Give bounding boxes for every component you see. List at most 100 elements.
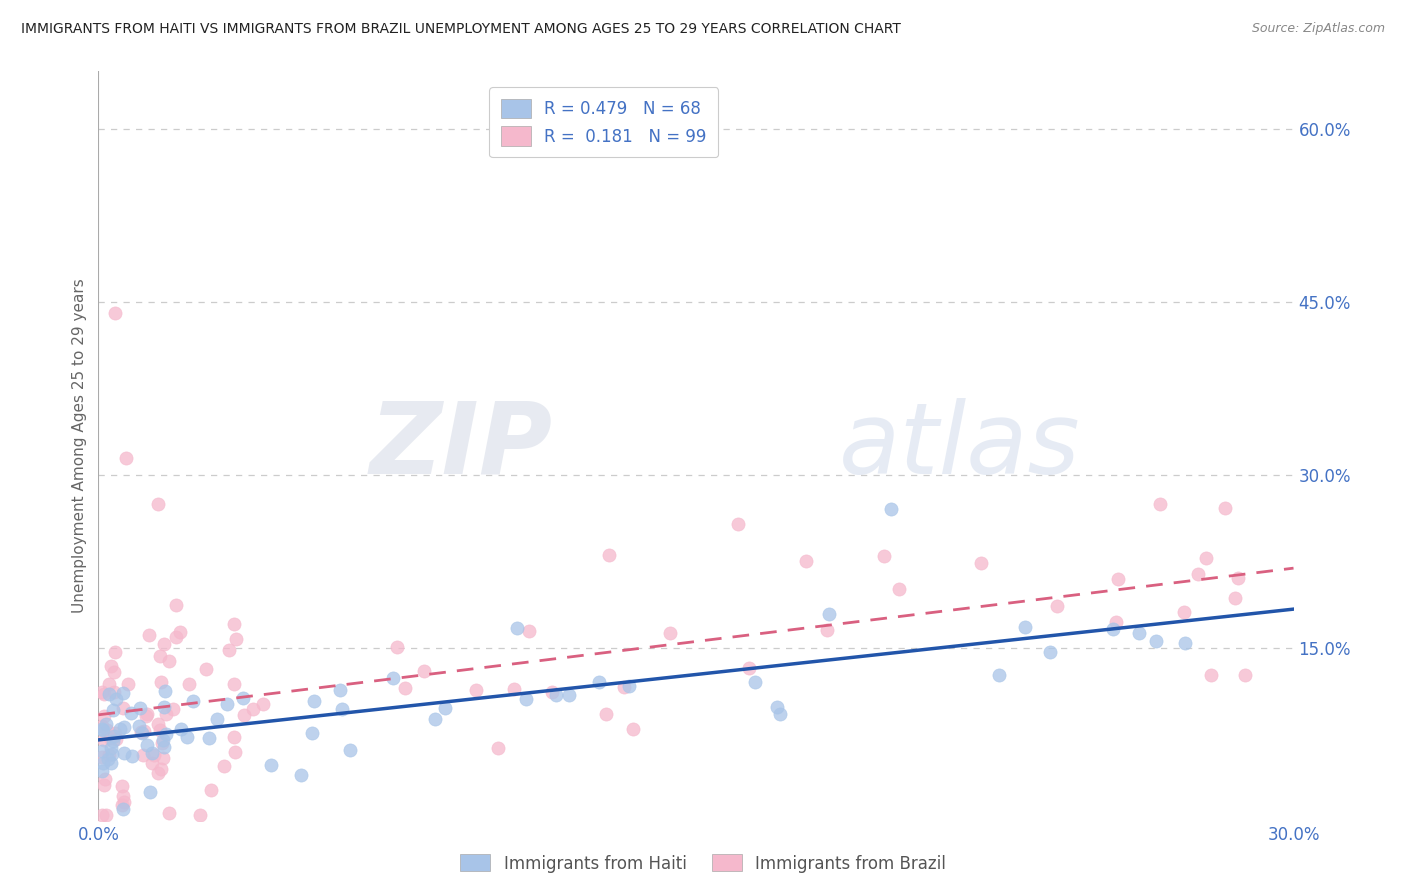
- Point: [503, 682, 526, 697]
- Point: [1144, 633, 1167, 648]
- Point: [148, 766, 170, 780]
- Point: [152, 751, 174, 765]
- Point: [181, 694, 204, 708]
- Point: [135, 709, 157, 723]
- Point: [91, 808, 114, 822]
- Point: [613, 680, 636, 694]
- Point: [120, 706, 142, 720]
- Point: [205, 712, 228, 726]
- Point: [132, 747, 155, 762]
- Text: Source: ZipAtlas.com: Source: ZipAtlas.com: [1251, 22, 1385, 36]
- Point: [111, 798, 134, 813]
- Point: [242, 701, 264, 715]
- Point: [815, 623, 838, 637]
- Point: [224, 617, 246, 632]
- Point: [149, 723, 172, 738]
- Point: [94, 772, 117, 786]
- Point: [486, 741, 509, 756]
- Point: [112, 795, 135, 809]
- Point: [121, 749, 143, 764]
- Point: [1107, 572, 1129, 586]
- Legend: Immigrants from Haiti, Immigrants from Brazil: Immigrants from Haiti, Immigrants from B…: [454, 847, 952, 880]
- Point: [423, 712, 446, 726]
- Point: [91, 749, 114, 764]
- Point: [169, 625, 191, 640]
- Point: [112, 700, 135, 714]
- Point: [141, 756, 163, 771]
- Point: [506, 621, 529, 635]
- Point: [1149, 497, 1171, 511]
- Point: [765, 700, 787, 714]
- Point: [91, 756, 114, 770]
- Point: [197, 731, 219, 745]
- Point: [737, 661, 759, 675]
- Point: [91, 744, 114, 758]
- Point: [157, 806, 180, 821]
- Point: [598, 549, 620, 563]
- Text: atlas: atlas: [839, 398, 1081, 494]
- Point: [1227, 571, 1250, 585]
- Point: [110, 779, 132, 793]
- Point: [224, 731, 246, 745]
- Point: [515, 692, 537, 706]
- Point: [149, 649, 172, 664]
- Point: [224, 746, 246, 760]
- Point: [259, 758, 281, 772]
- Point: [97, 677, 120, 691]
- Point: [889, 582, 911, 596]
- Point: [114, 450, 136, 465]
- Point: [304, 694, 326, 708]
- Point: [101, 747, 124, 761]
- Point: [215, 697, 238, 711]
- Point: [339, 743, 361, 757]
- Point: [135, 707, 157, 722]
- Point: [108, 723, 131, 737]
- Point: [744, 675, 766, 690]
- Point: [98, 687, 121, 701]
- Point: [621, 722, 644, 736]
- Point: [129, 725, 152, 739]
- Point: [290, 768, 312, 782]
- Point: [100, 756, 122, 770]
- Point: [464, 682, 486, 697]
- Point: [136, 738, 159, 752]
- Point: [148, 497, 170, 511]
- Point: [103, 729, 125, 743]
- Point: [155, 727, 177, 741]
- Point: [1173, 605, 1195, 619]
- Point: [152, 736, 174, 750]
- Point: [139, 785, 162, 799]
- Point: [112, 802, 135, 816]
- Point: [104, 306, 127, 320]
- Point: [153, 740, 176, 755]
- Point: [152, 637, 174, 651]
- Y-axis label: Unemployment Among Ages 25 to 29 years: Unemployment Among Ages 25 to 29 years: [72, 278, 87, 614]
- Point: [153, 699, 176, 714]
- Point: [148, 717, 170, 731]
- Point: [394, 681, 416, 696]
- Point: [188, 808, 211, 822]
- Point: [105, 732, 128, 747]
- Point: [141, 747, 163, 761]
- Point: [91, 764, 114, 779]
- Point: [252, 697, 274, 711]
- Point: [1046, 599, 1069, 613]
- Point: [91, 723, 114, 737]
- Point: [434, 701, 457, 715]
- Point: [1199, 667, 1222, 681]
- Point: [176, 730, 198, 744]
- Point: [517, 624, 540, 638]
- Point: [93, 687, 115, 701]
- Point: [558, 688, 581, 702]
- Point: [969, 556, 991, 570]
- Point: [1039, 645, 1062, 659]
- Point: [224, 677, 246, 691]
- Point: [232, 708, 254, 723]
- Point: [658, 626, 681, 640]
- Point: [588, 675, 610, 690]
- Point: [97, 747, 120, 762]
- Point: [200, 782, 222, 797]
- Legend: R = 0.479   N = 68, R =  0.181   N = 99: R = 0.479 N = 68, R = 0.181 N = 99: [489, 87, 718, 157]
- Text: ZIP: ZIP: [370, 398, 553, 494]
- Point: [131, 726, 153, 740]
